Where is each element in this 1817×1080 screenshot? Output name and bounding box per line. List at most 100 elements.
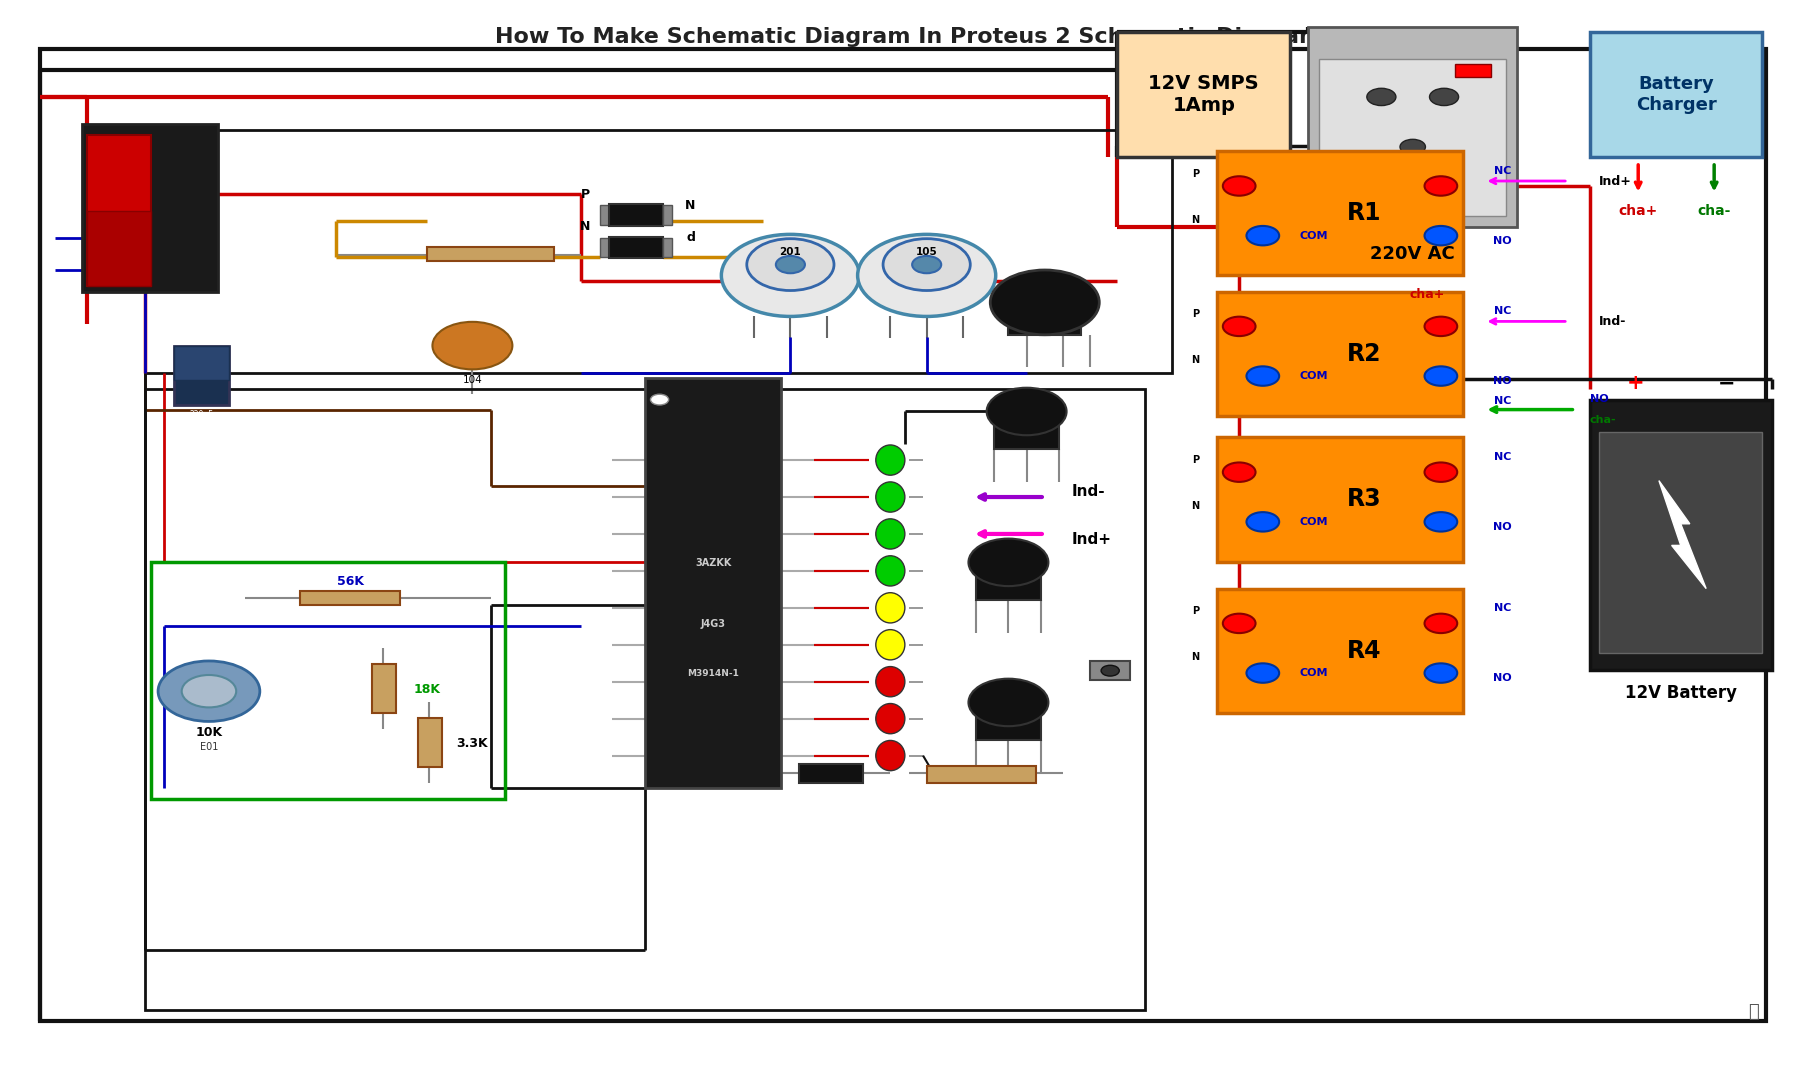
Text: cha+: cha+ [1619, 204, 1657, 217]
Text: COM: COM [1299, 372, 1328, 381]
Text: Ind+: Ind+ [1599, 175, 1632, 188]
FancyBboxPatch shape [976, 701, 1041, 740]
Ellipse shape [876, 518, 905, 549]
Circle shape [650, 394, 669, 405]
Text: P: P [1192, 455, 1199, 464]
FancyBboxPatch shape [82, 124, 218, 292]
Ellipse shape [876, 741, 905, 771]
FancyBboxPatch shape [976, 562, 1041, 600]
Text: COM: COM [1299, 669, 1328, 678]
Text: 104: 104 [463, 375, 482, 386]
Circle shape [968, 678, 1048, 726]
Ellipse shape [876, 593, 905, 623]
Text: cha-: cha- [1697, 204, 1732, 217]
FancyBboxPatch shape [1590, 32, 1762, 157]
Text: N: N [1192, 501, 1199, 511]
Ellipse shape [876, 630, 905, 660]
Ellipse shape [876, 666, 905, 697]
Circle shape [858, 234, 996, 316]
Circle shape [1223, 613, 1256, 633]
Text: R3: R3 [1346, 487, 1383, 512]
FancyBboxPatch shape [1308, 27, 1517, 227]
Text: P: P [580, 188, 591, 201]
Circle shape [1366, 89, 1395, 106]
Text: 25 v: 25 v [193, 419, 211, 428]
FancyBboxPatch shape [40, 49, 1766, 1021]
Circle shape [883, 239, 970, 291]
FancyBboxPatch shape [994, 410, 1059, 449]
FancyBboxPatch shape [1319, 59, 1506, 216]
Text: 56K: 56K [338, 575, 363, 588]
Text: d: d [687, 231, 694, 244]
FancyBboxPatch shape [427, 247, 554, 261]
Text: 3AZKK: 3AZKK [694, 557, 732, 568]
FancyBboxPatch shape [174, 346, 229, 405]
Text: 3.3K: 3.3K [456, 737, 489, 750]
FancyBboxPatch shape [300, 591, 400, 605]
Text: cha-: cha- [1590, 416, 1617, 426]
Polygon shape [1659, 481, 1706, 589]
Circle shape [1425, 462, 1457, 482]
Text: 220µF: 220µF [189, 410, 214, 419]
Text: Ind+: Ind+ [1072, 531, 1112, 546]
Circle shape [1223, 462, 1256, 482]
Text: E01: E01 [200, 742, 218, 753]
Circle shape [990, 270, 1099, 335]
Circle shape [1425, 316, 1457, 336]
Text: 220V AC: 220V AC [1370, 245, 1455, 262]
Circle shape [1101, 665, 1119, 676]
Ellipse shape [876, 703, 905, 733]
Text: NO: NO [1494, 235, 1512, 245]
FancyBboxPatch shape [600, 205, 609, 225]
Text: NO: NO [1590, 394, 1608, 404]
FancyBboxPatch shape [663, 238, 672, 257]
FancyBboxPatch shape [1455, 64, 1492, 77]
FancyBboxPatch shape [645, 378, 781, 788]
Circle shape [747, 239, 834, 291]
Circle shape [1246, 663, 1279, 683]
Text: NO: NO [1494, 673, 1512, 683]
Text: 🔊: 🔊 [1748, 1003, 1759, 1021]
Circle shape [912, 256, 941, 273]
FancyBboxPatch shape [609, 237, 663, 258]
Circle shape [1223, 316, 1256, 336]
Text: NC: NC [1494, 307, 1512, 316]
Text: 201: 201 [779, 246, 801, 257]
Text: 10K: 10K [196, 726, 222, 739]
Text: How To Make Schematic Diagram In Proteus 2 Schematic Diagram: How To Make Schematic Diagram In Proteus… [494, 27, 1323, 48]
Text: 12V Battery: 12V Battery [1624, 685, 1737, 702]
Text: 18K: 18K [414, 683, 440, 696]
Text: NC: NC [1494, 396, 1512, 406]
Text: Ind-: Ind- [1072, 484, 1107, 499]
Text: N: N [1192, 215, 1199, 225]
Circle shape [1425, 512, 1457, 531]
Circle shape [1425, 226, 1457, 245]
FancyBboxPatch shape [927, 766, 1036, 783]
Text: N: N [1192, 652, 1199, 662]
Ellipse shape [876, 482, 905, 512]
Circle shape [776, 256, 805, 273]
Text: cha+: cha+ [1410, 288, 1445, 301]
FancyBboxPatch shape [1090, 661, 1130, 680]
FancyBboxPatch shape [1217, 151, 1463, 275]
Text: R1: R1 [1348, 201, 1381, 226]
Circle shape [158, 661, 260, 721]
Circle shape [1401, 139, 1426, 154]
FancyBboxPatch shape [1217, 437, 1463, 562]
Circle shape [987, 388, 1067, 435]
FancyBboxPatch shape [1008, 302, 1081, 335]
Text: P0051: P0051 [819, 795, 845, 804]
Text: NO: NO [1494, 376, 1512, 386]
Text: M3914N-1: M3914N-1 [687, 669, 740, 678]
Circle shape [1223, 176, 1256, 195]
Text: R4: R4 [1348, 638, 1381, 663]
Circle shape [721, 234, 859, 316]
Text: COM: COM [1299, 517, 1328, 527]
FancyBboxPatch shape [1217, 292, 1463, 416]
Text: N: N [1192, 355, 1199, 365]
Ellipse shape [876, 445, 905, 475]
FancyBboxPatch shape [174, 346, 229, 380]
FancyBboxPatch shape [799, 764, 863, 783]
FancyBboxPatch shape [87, 211, 151, 286]
FancyBboxPatch shape [1590, 400, 1772, 670]
